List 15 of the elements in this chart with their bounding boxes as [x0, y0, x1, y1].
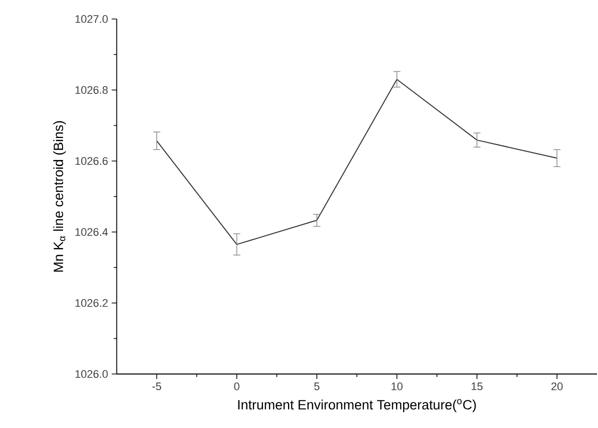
y-tick-label: 1026.0	[75, 370, 108, 378]
line-series	[156, 78, 558, 245]
x-tick-label: 10	[392, 382, 403, 390]
x-axis-title: Intrument Environment Temperature($^{o}$C)	[238, 399, 476, 412]
x-tick-label: 15	[472, 382, 483, 390]
y-tick-label: 1026.4	[75, 228, 108, 236]
x-tick-label: -5	[152, 382, 162, 390]
y-tick-label: 1027.0	[75, 15, 108, 23]
x-tick-label: 0	[234, 382, 240, 390]
x-tick-label: 5	[314, 382, 320, 390]
y-tick-label: 1026.8	[75, 86, 108, 94]
y-tick-label: 1026.6	[75, 157, 108, 165]
x-tick-label: 20	[551, 382, 563, 390]
y-tick-label: 1026.2	[75, 299, 108, 307]
y-axis-title: Mn K$_{α}$ line centroid (Bins)	[53, 121, 66, 272]
